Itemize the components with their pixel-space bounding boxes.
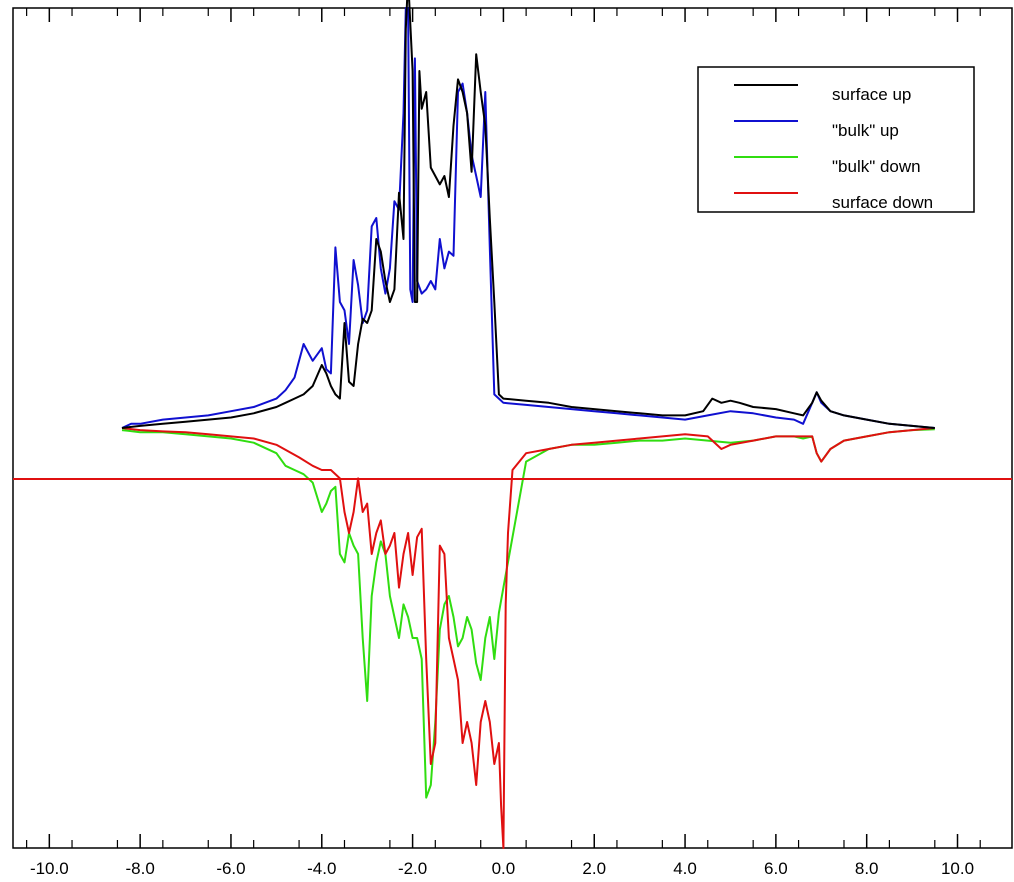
x-tick-label: 10.0	[941, 859, 974, 878]
legend-label-1: "bulk" up	[832, 121, 899, 140]
series-line-1	[121, 7, 935, 429]
x-tick-label: -8.0	[125, 859, 154, 878]
x-tick-label: -6.0	[216, 859, 245, 878]
x-tick-label: -10.0	[30, 859, 69, 878]
legend-label-0: surface up	[832, 85, 911, 104]
series-line-0	[121, 0, 935, 429]
ticks-top	[26, 8, 981, 22]
x-tick-label: 0.0	[492, 859, 516, 878]
x-tick-label: 8.0	[855, 859, 879, 878]
x-tick-labels: -10.0 -8.0 -6.0 -4.0 -2.0 0.0 2.0 4.0 6.0 8.0 10.0	[30, 859, 974, 878]
series-group	[121, 0, 935, 849]
x-tick-label: 2.0	[582, 859, 606, 878]
x-tick-label: -2.0	[398, 859, 427, 878]
x-tick-label: 6.0	[764, 859, 788, 878]
legend-box	[697, 66, 975, 213]
ticks-bottom	[26, 834, 981, 848]
series-line-3	[121, 427, 935, 849]
legend-label-2: "bulk" down	[832, 157, 921, 176]
legend: surface up "bulk" up "bulk" down surface do…	[697, 66, 975, 213]
x-tick-label: 4.0	[673, 859, 697, 878]
legend-label-3: surface down	[832, 193, 933, 212]
series-line-2	[121, 428, 935, 799]
plot-frame	[12, 7, 1013, 849]
x-tick-label: -4.0	[307, 859, 336, 878]
